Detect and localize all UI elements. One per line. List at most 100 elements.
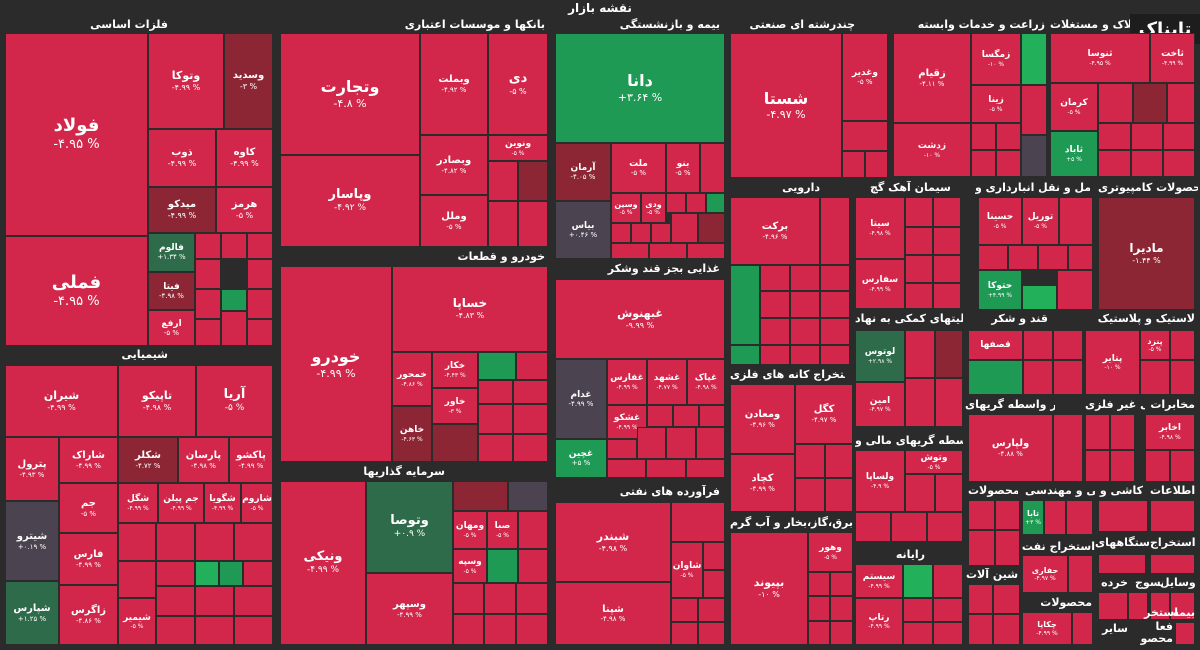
tile-small[interactable] [247, 233, 273, 259]
tile-small[interactable] [195, 523, 234, 561]
tile-arfa[interactable]: ارفع -۵ % [148, 310, 195, 346]
tile-small[interactable] [516, 352, 548, 380]
tile-small[interactable] [247, 289, 273, 319]
tile-small[interactable] [513, 404, 548, 434]
tile-khamhur[interactable]: خمحور -۴.۸۶ % [392, 352, 432, 406]
tile-shegol[interactable]: شگل -۴.۹۹ % [118, 483, 158, 523]
tile-small[interactable] [1098, 83, 1133, 123]
tile-small[interactable] [968, 614, 993, 645]
tile-small[interactable] [790, 345, 820, 365]
tile-small[interactable] [1038, 245, 1068, 270]
tile-small[interactable] [698, 622, 725, 645]
tile-small[interactable] [820, 345, 850, 365]
tile-bahir[interactable]: وهور -۵ % [808, 532, 853, 572]
tile-small[interactable] [968, 584, 993, 614]
tile-small[interactable] [905, 378, 935, 427]
tile-small[interactable] [1072, 612, 1093, 645]
tile-small[interactable] [687, 243, 725, 259]
tile-small[interactable] [1150, 592, 1170, 620]
tile-small[interactable] [971, 150, 996, 177]
tile-fetoka[interactable]: فیتا -۴.۹۸ % [148, 272, 195, 310]
tile-small[interactable] [686, 193, 706, 213]
tile-shasta[interactable]: شستا -۴.۹۷ % [730, 33, 842, 178]
tile-vebemelat[interactable]: وبملت -۴.۹۲ % [420, 33, 488, 135]
tile-pinzd[interactable]: پنزد -۵ % [1140, 330, 1170, 360]
tile-small[interactable] [195, 289, 221, 319]
tile-small[interactable] [1140, 360, 1170, 395]
tile-small[interactable] [891, 512, 927, 542]
tile-small[interactable] [1021, 33, 1047, 85]
tile-small[interactable] [905, 474, 935, 512]
tile-small[interactable] [935, 330, 963, 378]
tile-di[interactable]: دی -۵ % [488, 33, 548, 135]
tile-small[interactable] [478, 404, 513, 434]
tile-falum[interactable]: فالوم +۱.۳۴ % [148, 233, 195, 272]
tile-small[interactable] [488, 201, 518, 247]
tile-small[interactable] [795, 444, 825, 478]
tile-small[interactable] [666, 427, 696, 459]
tile-bipand[interactable]: بپیوند -۱۰ % [730, 532, 808, 645]
tile-small[interactable] [790, 291, 820, 318]
tile-small[interactable] [927, 512, 963, 542]
tile-shepna[interactable]: شپنا -۴.۹۸ % [555, 582, 671, 645]
tile-small[interactable] [905, 283, 933, 309]
tile-fameli[interactable]: فملی -۴.۹۵ % [5, 236, 148, 346]
tile-small[interactable] [508, 481, 548, 511]
tile-small[interactable] [842, 121, 888, 151]
tile-small[interactable] [905, 330, 935, 378]
tile-kerman[interactable]: کرمان -۵ % [1050, 83, 1098, 131]
tile-ratap[interactable]: رتاپ -۴.۹۹ % [855, 598, 903, 645]
tile-small[interactable] [671, 213, 698, 243]
tile-vepasar[interactable]: وپاسار -۴.۹۲ % [280, 155, 420, 247]
tile-small[interactable] [933, 283, 961, 309]
tile-small[interactable] [1170, 450, 1195, 482]
tile-small[interactable] [790, 318, 820, 345]
tile-small[interactable] [706, 193, 725, 213]
tile-small[interactable] [1023, 330, 1053, 360]
tile-small[interactable] [1145, 450, 1170, 482]
tile-small[interactable] [221, 233, 247, 259]
tile-dana[interactable]: دانا +۳.۶۴ % [555, 33, 725, 143]
tile-small[interactable] [686, 459, 725, 478]
tile-small[interactable] [453, 583, 484, 614]
tile-small[interactable] [1085, 450, 1110, 482]
tile-zamgesa[interactable]: زمگسا -۱۰ % [971, 33, 1021, 85]
tile-small[interactable] [933, 227, 961, 255]
tile-small[interactable] [903, 564, 933, 598]
tile-shepars[interactable]: شپارس +۱.۲۵ % [5, 581, 59, 645]
tile-small[interactable] [996, 150, 1021, 177]
tile-safars[interactable]: سفارس -۴.۹۹ % [855, 259, 905, 309]
tile-small[interactable] [842, 151, 865, 178]
tile-small[interactable] [1098, 554, 1146, 574]
tile-small[interactable] [432, 424, 478, 462]
tile-small[interactable] [518, 161, 548, 201]
tile-small[interactable] [935, 474, 963, 512]
tile-small[interactable] [1053, 360, 1083, 395]
tile-small[interactable] [993, 584, 1020, 614]
tile-small[interactable] [855, 512, 891, 542]
tile-ghfars[interactable]: غفارس -۴.۹۹ % [607, 359, 647, 405]
tile-small[interactable] [1150, 554, 1195, 574]
tile-vemahan[interactable]: ومهان -۵ % [453, 511, 487, 549]
tile-shiran[interactable]: شیران -۴.۹۹ % [5, 365, 118, 437]
tile-small[interactable] [195, 233, 221, 259]
tile-small[interactable] [995, 500, 1020, 530]
tile-small[interactable] [1059, 197, 1093, 245]
tile-barakat[interactable]: برکت -۴.۹۶ % [730, 197, 820, 265]
tile-small[interactable] [730, 345, 760, 365]
tile-zina[interactable]: زینا -۵ % [971, 85, 1021, 123]
tile-ghchin[interactable]: غچین +۵ % [555, 439, 607, 478]
tile-small[interactable] [631, 223, 651, 243]
tile-small[interactable] [221, 311, 247, 346]
tile-small[interactable] [830, 596, 853, 621]
tile-khaver[interactable]: خاور -۳ % [432, 388, 478, 424]
tile-vesapa[interactable]: ولساپا -۴.۹ % [855, 450, 905, 512]
tile-khsapa[interactable]: خساپا -۴.۸۳ % [392, 266, 548, 352]
tile-small[interactable] [637, 427, 666, 459]
tile-vedi[interactable]: ودی -۵ % [641, 193, 666, 223]
tile-small[interactable] [820, 197, 850, 265]
tile-small[interactable] [607, 439, 637, 459]
tile-ghasafe[interactable]: قصفها [968, 330, 1023, 360]
tile-thabad[interactable]: ثاباد +۵ % [1050, 131, 1098, 177]
tile-small[interactable] [195, 616, 234, 645]
